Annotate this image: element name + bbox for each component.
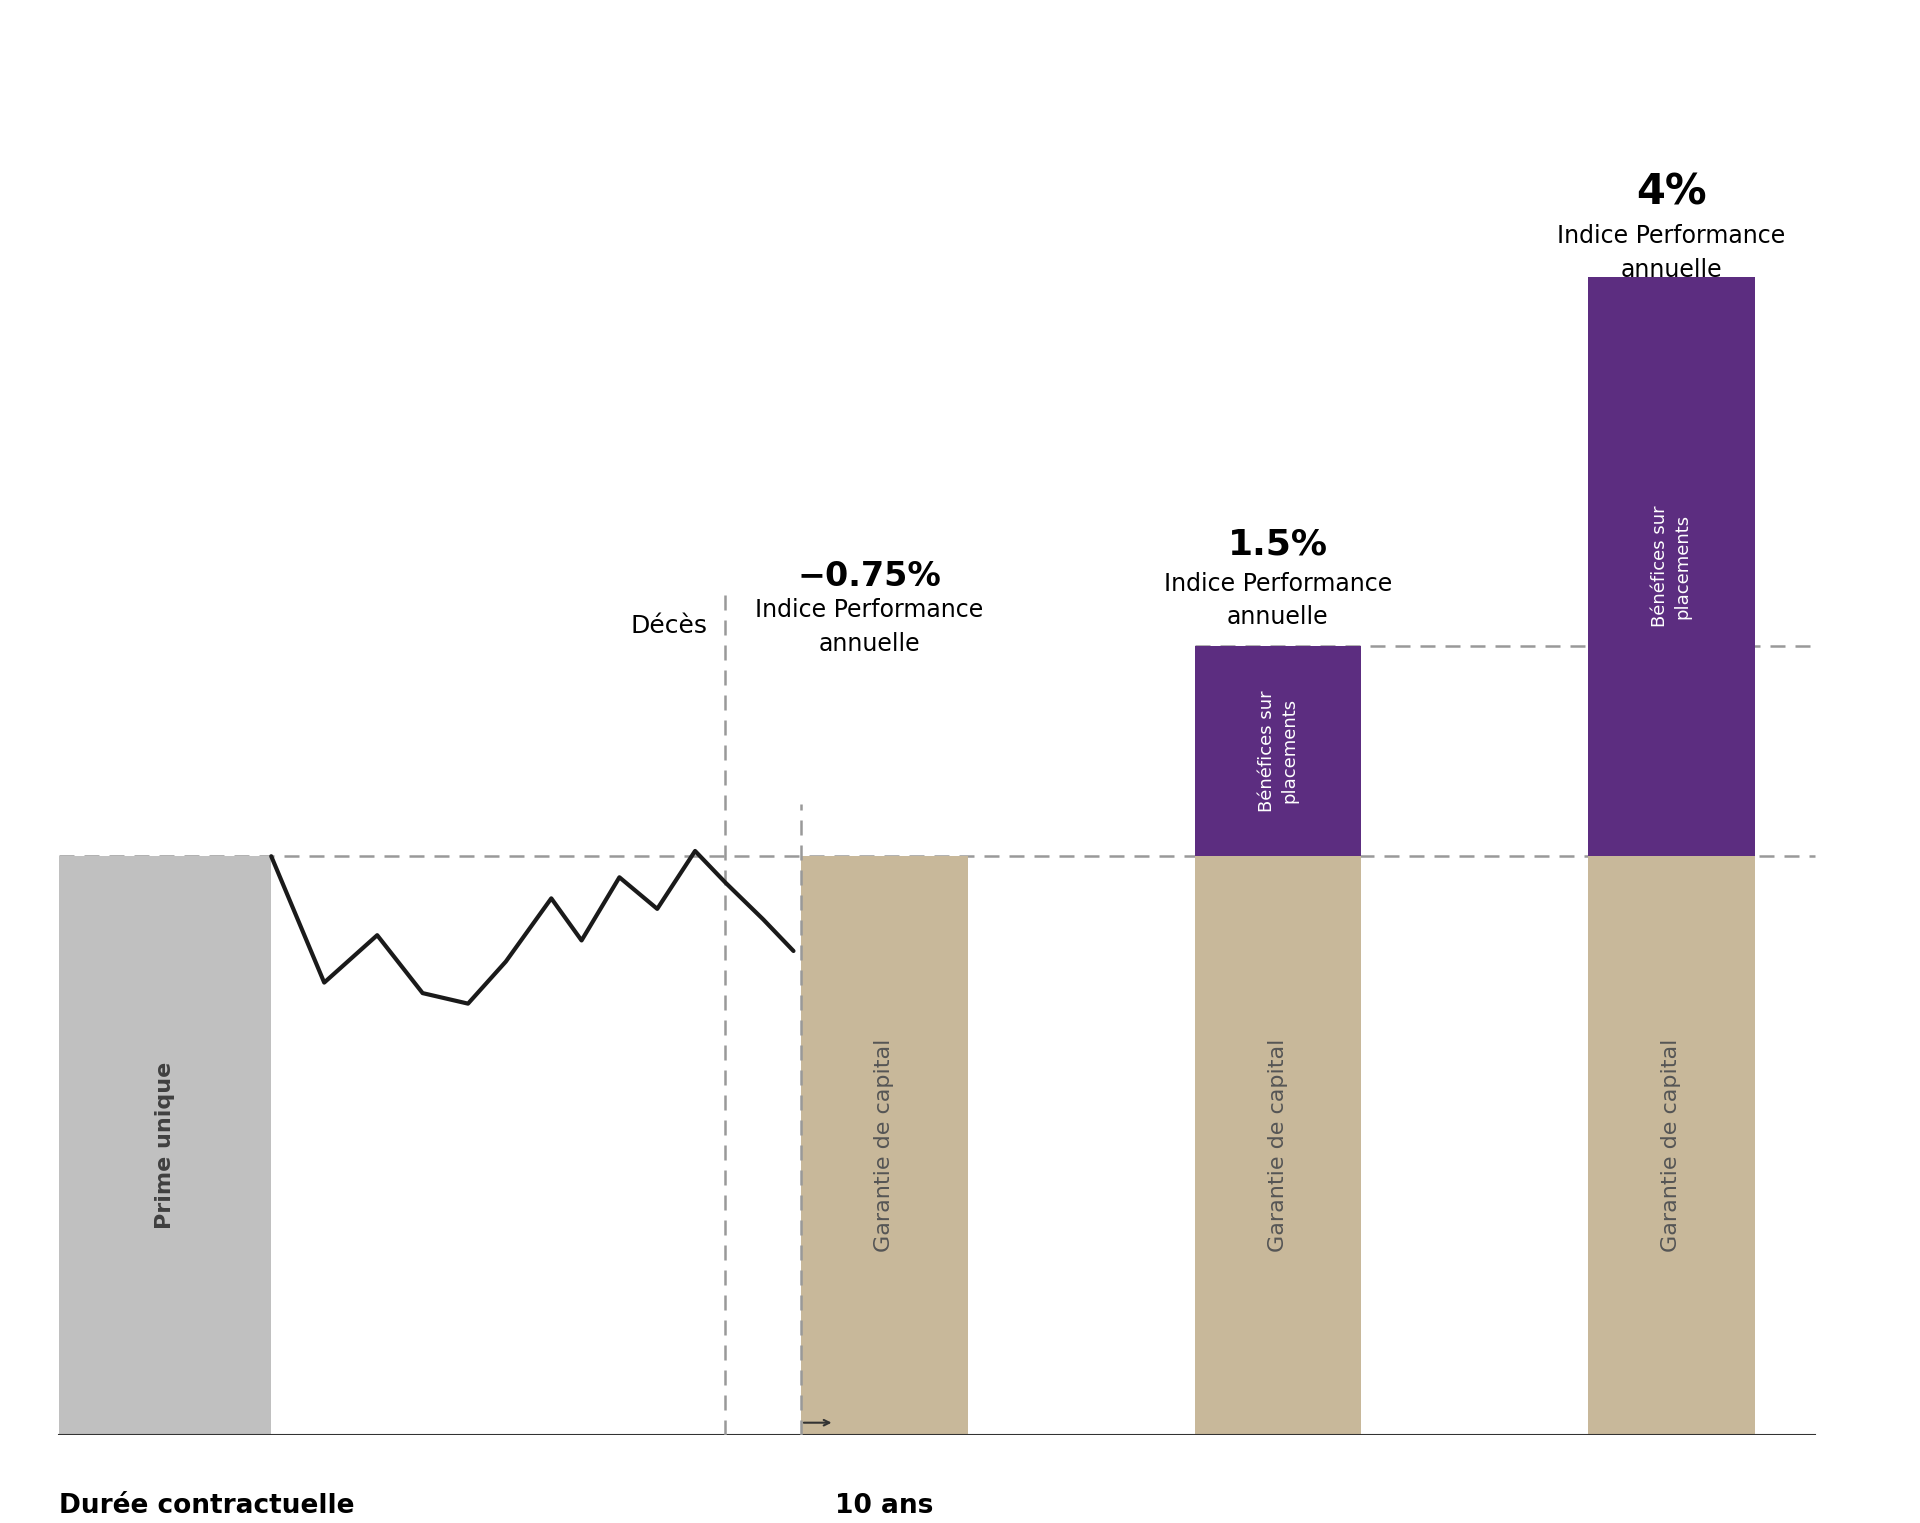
- Bar: [60, 856, 271, 1435]
- Bar: [801, 856, 968, 1435]
- Text: Durée contractuelle: Durée contractuelle: [60, 1493, 355, 1520]
- Bar: [1588, 856, 1755, 1435]
- Text: Prime unique: Prime unique: [156, 1062, 175, 1229]
- Text: 4%: 4%: [1636, 172, 1707, 213]
- Text: 1.5%: 1.5%: [1229, 527, 1329, 562]
- Bar: [1194, 856, 1361, 1435]
- Text: Garantie de capital: Garantie de capital: [874, 1039, 895, 1252]
- Text: Bénéfices sur
placements: Bénéfices sur placements: [1258, 690, 1298, 812]
- Text: Garantie de capital: Garantie de capital: [1661, 1039, 1682, 1252]
- Bar: [1194, 646, 1361, 856]
- Text: Bénéfices sur
placements: Bénéfices sur placements: [1651, 506, 1692, 627]
- Text: Décès: Décès: [630, 614, 707, 638]
- Text: 10 ans: 10 ans: [835, 1493, 933, 1520]
- Bar: [1588, 277, 1755, 856]
- Text: Garantie de capital: Garantie de capital: [1267, 1039, 1288, 1252]
- Text: Indice Performance
annuelle: Indice Performance annuelle: [1164, 573, 1392, 629]
- Text: Indice Performance
annuelle: Indice Performance annuelle: [755, 599, 983, 656]
- Text: Indice Performance
annuelle: Indice Performance annuelle: [1557, 224, 1786, 282]
- Text: −0.75%: −0.75%: [797, 560, 941, 592]
